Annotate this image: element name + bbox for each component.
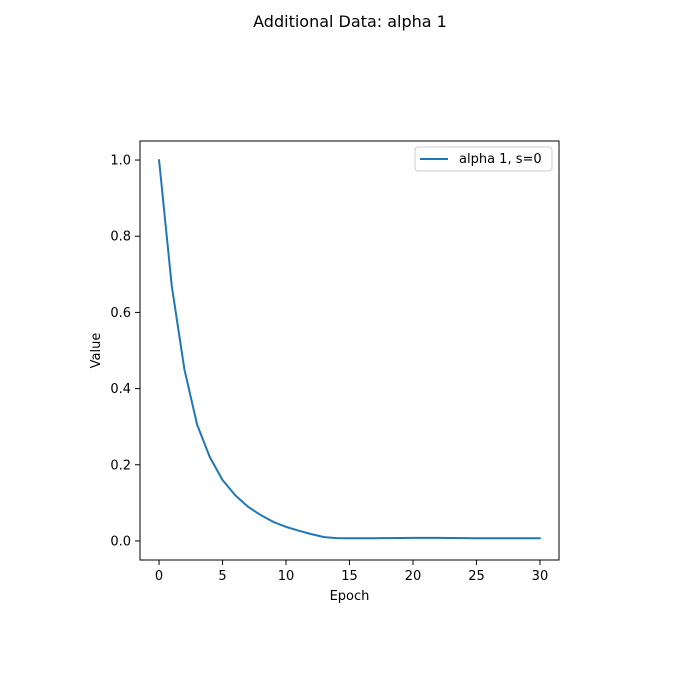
y-axis-label: Value [89, 333, 104, 369]
legend: alpha 1, s=0 [414, 146, 553, 172]
plot-area [140, 141, 559, 560]
y-tick-label: 0.0 [110, 534, 131, 549]
plot-frame [139, 140, 560, 561]
y-tick-label: 0.4 [110, 382, 131, 397]
x-tick-label: 0 [155, 569, 163, 584]
x-tick-label: 15 [341, 569, 358, 584]
x-tick-label: 10 [278, 569, 295, 584]
y-tick-label: 1.0 [110, 154, 131, 169]
x-axis-ticks: 0 5 10 15 20 25 30 [155, 560, 548, 584]
legend-box [414, 146, 553, 172]
x-tick-label: 5 [218, 569, 226, 584]
x-tick-label: 20 [405, 569, 422, 584]
legend-label: alpha 1, s=0 [459, 152, 542, 167]
chart-title: Additional Data: alpha 1 [253, 12, 447, 31]
x-tick-label: 30 [532, 569, 549, 584]
y-tick-label: 0.6 [110, 306, 131, 321]
x-tick-label: 25 [468, 569, 485, 584]
y-tick-label: 0.2 [110, 458, 131, 473]
y-tick-label: 0.8 [110, 230, 131, 245]
series-line [158, 159, 541, 540]
x-axis-label: Epoch [330, 589, 370, 604]
y-axis-ticks: 0.0 0.2 0.4 0.6 0.8 1.0 [110, 154, 140, 549]
series-group [158, 159, 541, 540]
